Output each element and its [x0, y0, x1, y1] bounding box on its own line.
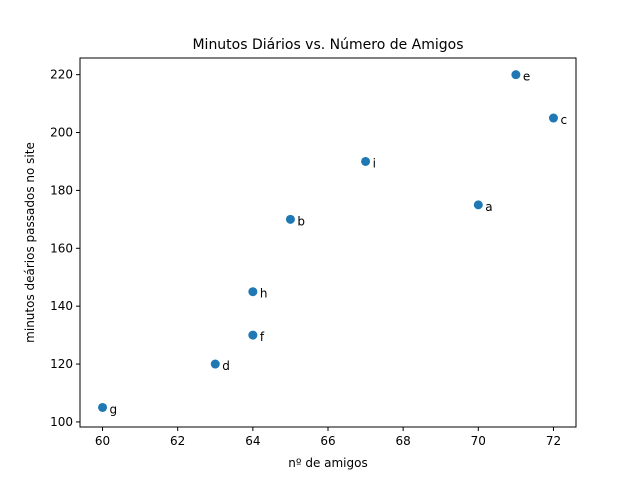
y-tick-label: 180: [50, 183, 73, 197]
y-tick-label: 160: [50, 241, 73, 255]
data-point-h: [248, 287, 258, 297]
x-axis-label: nº de amigos: [288, 456, 367, 470]
data-point-f: [248, 330, 258, 340]
data-point-b: [285, 214, 295, 224]
y-axis-label: minutos deários passados no site: [23, 142, 37, 343]
x-tick-label: 64: [245, 434, 260, 448]
x-tick-label: 72: [546, 434, 561, 448]
x-tick-label: 62: [170, 434, 185, 448]
plot-frame: [79, 57, 577, 428]
point-label-i: i: [373, 156, 376, 170]
chart-title: Minutos Diários vs. Número de Amigos: [192, 37, 463, 53]
y-tick-label: 120: [50, 357, 73, 371]
data-point-d: [210, 359, 220, 369]
point-label-d: d: [222, 359, 230, 373]
point-label-e: e: [523, 70, 530, 84]
data-points: a b c d e f g h i: [98, 70, 567, 416]
x-tick-label: 66: [320, 434, 335, 448]
point-label-g: g: [110, 402, 118, 416]
point-label-h: h: [260, 287, 268, 301]
data-point-e: [511, 70, 521, 80]
data-point-a: [473, 200, 483, 210]
point-label-f: f: [260, 330, 265, 344]
axis-ticks: 60 62 64 66 68 70 72 100 120 140 160 180 200 220: [50, 68, 561, 448]
point-label-b: b: [297, 214, 305, 228]
y-tick-label: 220: [50, 68, 73, 82]
data-point-i: [361, 156, 371, 166]
data-point-c: [548, 113, 558, 123]
x-tick-label: 68: [396, 434, 411, 448]
point-label-c: c: [560, 113, 567, 127]
y-tick-label: 200: [50, 126, 73, 140]
x-tick-label: 70: [471, 434, 486, 448]
y-tick-label: 100: [50, 415, 73, 429]
point-label-a: a: [485, 200, 492, 214]
data-point-g: [98, 402, 108, 412]
y-tick-label: 140: [50, 299, 73, 313]
x-tick-label: 60: [95, 434, 110, 448]
